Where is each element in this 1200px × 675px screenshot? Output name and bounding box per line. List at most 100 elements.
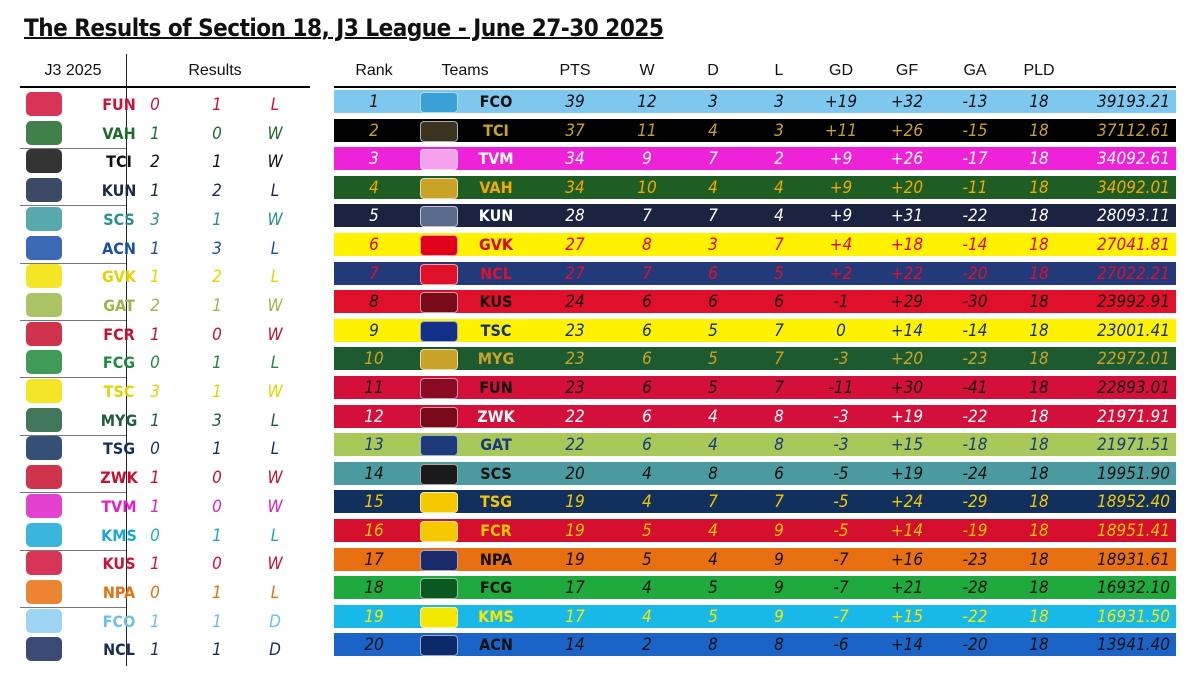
result-team: NPA: [102, 582, 136, 602]
standings-pts: 27: [565, 235, 585, 255]
result-outcome: L: [270, 238, 280, 259]
standings-l: 7: [774, 492, 784, 513]
standings-l: 3: [774, 92, 784, 112]
left-divider: [126, 54, 127, 666]
standings-ga: -14: [962, 320, 988, 341]
standings-gd: -3: [833, 349, 849, 370]
result-row: ACN 1 3 L: [20, 234, 310, 263]
standings-rank: 1: [369, 92, 379, 112]
result-outcome: D: [269, 611, 281, 632]
result-row: FUN 0 1 L: [20, 90, 310, 119]
standings-w: 12: [637, 92, 657, 112]
results-header: Results: [188, 62, 242, 79]
result-row: TSC 3 1 W: [20, 377, 310, 406]
team-logo-icon: [26, 608, 62, 633]
standings-l: 8: [774, 406, 784, 427]
standings-gf: +18: [890, 235, 924, 255]
standings-score: 34092.01: [1097, 177, 1170, 198]
standings-team: GVK: [478, 235, 514, 254]
standings-pts: 28: [565, 206, 585, 227]
team-logo-icon: [26, 235, 62, 260]
standings-l: 7: [774, 349, 784, 370]
standings-w: 6: [642, 349, 652, 370]
col-header-gd: GD: [829, 62, 853, 79]
team-badge-icon: [420, 521, 458, 542]
standings-gf: +30: [890, 378, 924, 398]
standings-team: FUN: [479, 378, 513, 397]
col-header-gf: GF: [895, 62, 919, 79]
result-goals-for: 1: [150, 238, 160, 259]
team-logo-icon: [26, 493, 62, 518]
standings-ga: -24: [962, 463, 988, 484]
standings-rank: 11: [364, 378, 384, 398]
standings-l: 5: [774, 263, 784, 284]
standings-ga: -17: [962, 149, 988, 170]
standings-pts: 27: [565, 263, 585, 284]
standings-gd: +9: [829, 206, 853, 227]
result-goals-for: 1: [150, 554, 160, 575]
result-row: VAH 1 0 W: [20, 119, 310, 148]
standings-rank: 2: [369, 120, 379, 141]
team-logo-icon: [26, 579, 62, 604]
result-team: SCS: [103, 209, 135, 229]
standings-pts: 23: [565, 378, 585, 398]
standings-pld: 18: [1029, 120, 1049, 141]
standings-team: FCO: [479, 92, 513, 111]
result-outcome: D: [269, 640, 281, 661]
standings-l: 6: [774, 292, 784, 313]
result-outcome: W: [267, 382, 283, 402]
standings-gf: +21: [890, 578, 924, 599]
standings-w: 9: [642, 149, 652, 170]
standings-pld: 18: [1029, 378, 1049, 398]
result-goals-against: 1: [212, 95, 222, 115]
standings-l: 7: [774, 378, 784, 398]
result-goals-for: 1: [150, 181, 160, 202]
standings-pts: 24: [565, 292, 585, 313]
standings-l: 9: [774, 521, 784, 541]
standings-d: 4: [708, 120, 718, 141]
standings-pld: 18: [1029, 521, 1049, 541]
standings-pld: 18: [1029, 149, 1049, 170]
standings-w: 11: [637, 120, 657, 141]
standings-ga: -22: [962, 406, 988, 427]
standings-pld: 18: [1029, 92, 1049, 112]
result-row: NPA 0 1 L: [20, 578, 310, 607]
result-goals-for: 1: [150, 267, 160, 288]
standings-rank: 9: [369, 320, 379, 341]
standings-row: FCO 1 39 12 3 3 +19 +32 -13 18 39193.21: [334, 90, 1176, 113]
standings-pld: 18: [1029, 578, 1049, 599]
standings-gf: +15: [890, 606, 924, 627]
standings-ga: -18: [962, 435, 988, 456]
standings-row: SCS 14 20 4 8 6 -5 +19 -24 18 19951.90: [334, 461, 1176, 485]
standings-rank: 4: [369, 177, 379, 198]
standings-row: TVM 3 34 9 7 2 +9 +26 -17 18 34092.61: [334, 147, 1176, 171]
result-team: FUN: [102, 95, 136, 114]
col-header-d: D: [707, 62, 719, 79]
standings-row: TSG 15 19 4 7 7 -5 +24 -29 18 18952.40: [334, 490, 1176, 514]
standings-l: 2: [774, 149, 784, 170]
standings-l: 4: [774, 206, 784, 227]
standings-gf: +31: [890, 206, 924, 227]
standings-w: 8: [642, 235, 652, 255]
standings-gf: +32: [890, 92, 924, 112]
standings-gd: 0: [836, 320, 846, 341]
pair-separator: [20, 205, 126, 207]
col-header-teams: Teams: [441, 62, 489, 79]
result-goals-against: 3: [212, 410, 222, 431]
standings-score: 37112.61: [1097, 120, 1170, 141]
standings-w: 7: [642, 263, 652, 284]
team-badge-icon: [420, 578, 458, 600]
standings-row: TSC 9 23 6 5 7 0 +14 -14 18 23001.41: [334, 318, 1176, 342]
result-goals-against: 1: [212, 640, 222, 661]
team-badge-icon: [420, 349, 458, 371]
result-row: FCG 0 1 L: [20, 348, 310, 377]
col-header-ga: GA: [963, 62, 987, 79]
team-badge-icon: [420, 549, 458, 571]
team-badge-icon: [420, 263, 458, 285]
standings-gf: +19: [890, 406, 924, 427]
standings-score: 27022.21: [1097, 263, 1170, 284]
standings-row: NPA 17 19 5 4 9 -7 +16 -23 18 18931.61: [334, 547, 1176, 571]
standings-pts: 34: [565, 177, 585, 198]
standings-pld: 18: [1029, 492, 1049, 513]
standings-team: FCR: [480, 521, 512, 540]
